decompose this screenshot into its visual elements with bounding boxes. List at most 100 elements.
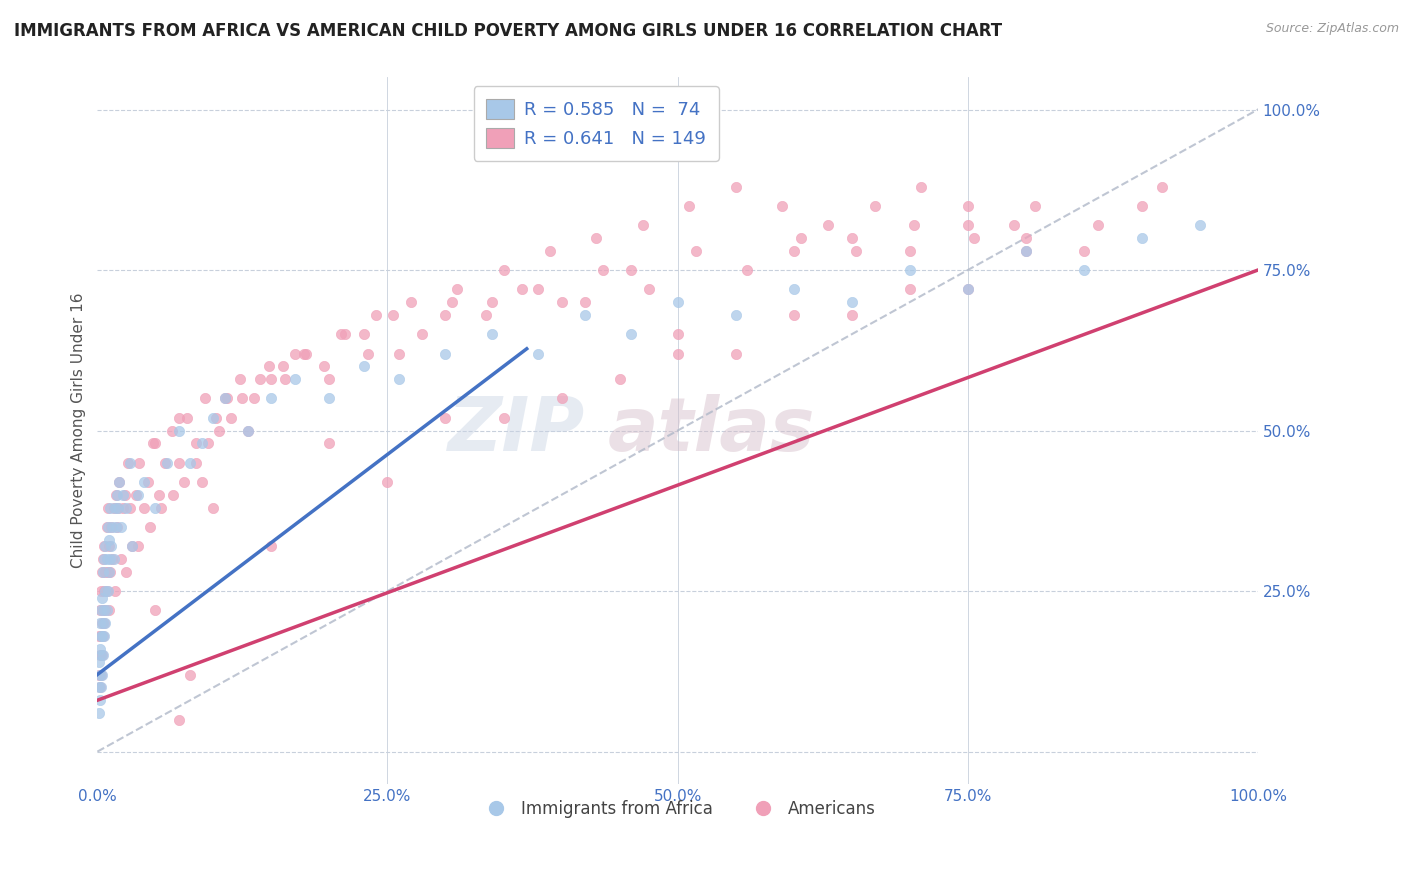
Point [1015,244,1038,258]
Point [91,591,114,605]
Point [91,629,114,643]
Y-axis label: Child Poverty Among Girls Under 16: Child Poverty Among Girls Under 16 [72,293,86,568]
Point [153,456,176,470]
Point [353,359,375,374]
Point [124,488,146,502]
Point [191,436,214,450]
Point [1073,263,1095,277]
Point [214,392,236,406]
Point [574,308,596,322]
Point [295,346,318,360]
Point [318,372,340,386]
Point [956,199,979,213]
Point [93,616,115,631]
Point [94,584,117,599]
Point [910,179,932,194]
Point [770,199,793,213]
Point [114,488,136,502]
Point [271,359,294,374]
Point [388,372,411,386]
Point [176,410,198,425]
Point [107,500,129,515]
Point [609,372,631,386]
Point [318,436,340,450]
Point [94,603,117,617]
Point [1130,199,1153,213]
Point [103,500,125,515]
Point [98,500,121,515]
Point [90,629,112,643]
Point [202,410,225,425]
Point [138,520,160,534]
Point [97,603,120,617]
Point [108,475,131,489]
Point [475,308,498,322]
Point [107,500,129,515]
Point [260,539,283,553]
Point [284,372,307,386]
Point [841,308,863,322]
Point [90,667,112,681]
Point [91,629,114,643]
Point [105,488,128,502]
Point [962,231,984,245]
Point [108,475,131,489]
Point [243,392,266,406]
Point [179,456,201,470]
Point [132,500,155,515]
Point [173,475,195,489]
Point [87,655,110,669]
Point [148,488,170,502]
Point [118,500,141,515]
Point [592,263,614,277]
Point [110,552,132,566]
Point [399,295,422,310]
Point [724,179,747,194]
Point [184,456,207,470]
Point [434,346,457,360]
Point [898,263,921,277]
Point [121,539,143,553]
Point [446,282,468,296]
Point [90,629,112,643]
Point [724,346,747,360]
Point [115,565,138,579]
Point [132,475,155,489]
Point [202,500,225,515]
Point [631,218,654,232]
Point [434,308,457,322]
Point [97,565,120,579]
Point [90,584,112,599]
Point [156,456,179,470]
Point [145,500,167,515]
Point [204,410,226,425]
Point [93,539,115,553]
Point [96,520,118,534]
Point [1015,231,1038,245]
Point [845,244,868,258]
Point [357,346,380,360]
Point [217,392,239,406]
Point [128,456,150,470]
Text: atlas: atlas [607,394,815,467]
Point [94,616,117,631]
Point [538,244,561,258]
Point [260,392,283,406]
Point [118,456,141,470]
Point [789,231,811,245]
Point [481,327,503,342]
Point [782,244,804,258]
Point [260,372,283,386]
Point [550,392,572,406]
Point [292,346,315,360]
Point [94,565,117,579]
Point [121,539,143,553]
Point [257,359,280,374]
Point [550,295,572,310]
Point [87,681,110,695]
Point [91,565,114,579]
Point [111,500,134,515]
Point [191,475,214,489]
Point [142,436,165,450]
Point [481,295,503,310]
